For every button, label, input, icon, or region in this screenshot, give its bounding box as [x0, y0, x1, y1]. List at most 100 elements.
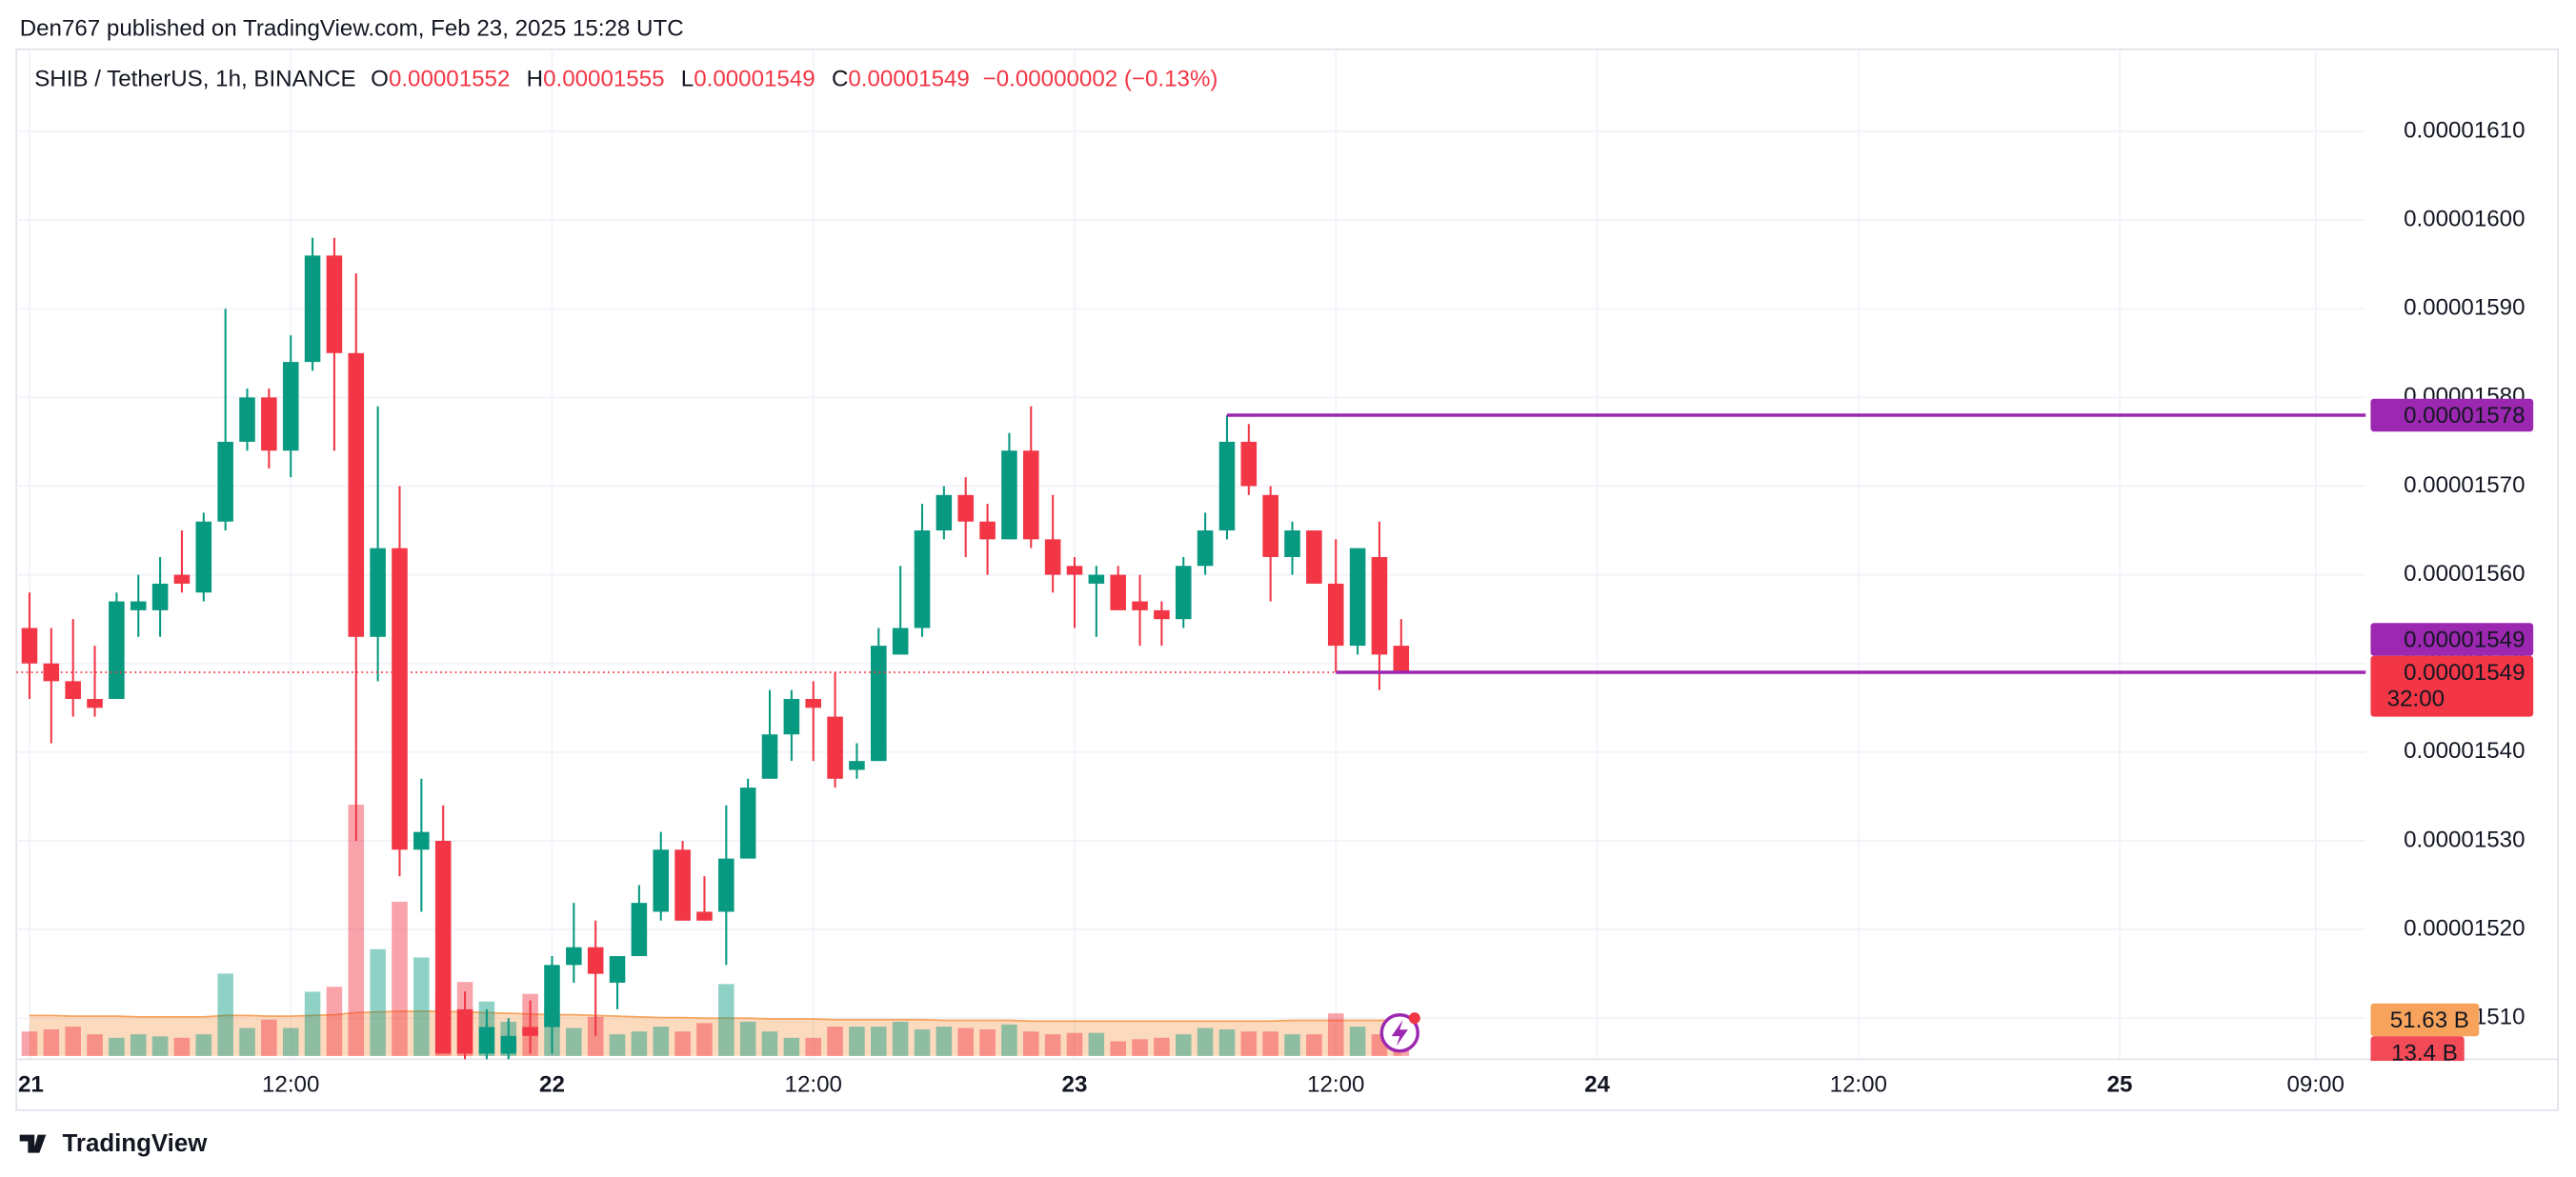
- volume-bar: [1197, 1027, 1214, 1056]
- candle-body: [304, 255, 321, 363]
- volume-bar: [1044, 1034, 1061, 1056]
- y-tick-label: 0.00001560: [2404, 561, 2525, 587]
- volume-bar: [587, 1016, 604, 1056]
- brand-logo: [19, 1134, 47, 1153]
- volume-bar: [609, 1034, 626, 1056]
- candle-body: [871, 646, 887, 762]
- candle-body: [609, 956, 626, 983]
- y-tick-label: 0.00001610: [2404, 117, 2525, 143]
- volume-bar: [1110, 1041, 1126, 1056]
- volume-bar: [1262, 1031, 1278, 1056]
- candle-body: [1327, 583, 1344, 647]
- volume-bar: [1306, 1034, 1322, 1056]
- volume-bar: [871, 1027, 887, 1056]
- x-tick-label: 25: [2107, 1071, 2133, 1097]
- candle-body: [109, 601, 125, 699]
- candle-body: [892, 628, 909, 655]
- candle-body: [805, 698, 822, 708]
- legend-key: H: [527, 67, 543, 92]
- x-tick-label: 12:00: [262, 1071, 319, 1097]
- volume-bar: [87, 1034, 103, 1056]
- volume-bar: [1022, 1031, 1039, 1056]
- brand-name: TradingView: [63, 1130, 209, 1157]
- volume-bar: [653, 1027, 670, 1056]
- volume-bar: [696, 1023, 713, 1056]
- candle-body: [130, 601, 147, 610]
- y-tick-label: 0.00001540: [2404, 738, 2525, 764]
- volume-bar: [1218, 1029, 1236, 1056]
- volume-bar: [282, 1027, 299, 1056]
- candle-body: [348, 352, 365, 637]
- candle-body: [478, 1027, 495, 1054]
- candle-body: [979, 521, 996, 540]
- candle-body: [1197, 530, 1214, 567]
- volume-bar: [65, 1027, 81, 1056]
- volume-bar: [739, 1021, 756, 1056]
- candle-body: [1110, 574, 1126, 610]
- volume-ma-line: [29, 1010, 1401, 1023]
- candle-body: [282, 362, 299, 451]
- candle-body: [392, 548, 408, 850]
- candle-body: [1218, 441, 1236, 531]
- candle-body: [1132, 601, 1148, 610]
- chart-frame: [15, 48, 2559, 1111]
- legend-change: −0.00000002 (−0.13%): [983, 67, 1218, 92]
- candle-body: [631, 903, 648, 957]
- volume-bar: [413, 957, 430, 1056]
- volume-bar: [827, 1027, 843, 1056]
- volume-bar: [761, 1031, 778, 1056]
- x-tick-label: 22: [539, 1071, 565, 1097]
- y-tick-label: 0.00001530: [2404, 827, 2525, 852]
- candle-body: [566, 947, 582, 966]
- volume-bar: [195, 1034, 212, 1056]
- candle-body: [718, 858, 735, 912]
- x-tick-label: 12:00: [1830, 1071, 1887, 1097]
- candle-body: [21, 628, 38, 664]
- volume-bar: [1001, 1024, 1017, 1056]
- x-tick-label: 09:00: [2287, 1071, 2345, 1097]
- volume-bar: [304, 991, 321, 1056]
- x-tick-label: 12:00: [785, 1071, 842, 1097]
- legend-key: L: [681, 67, 694, 92]
- candle-body: [1240, 441, 1258, 487]
- candle-body: [1066, 566, 1083, 575]
- candle-body: [1044, 539, 1061, 575]
- indicator-icon: [1379, 1012, 1420, 1053]
- volume-bar: [1175, 1034, 1192, 1056]
- volume-bar: [348, 805, 365, 1056]
- volume-bar: [1132, 1039, 1148, 1056]
- volume-bar: [674, 1031, 691, 1056]
- candle-body: [653, 849, 670, 912]
- candle-body: [696, 911, 713, 921]
- candle-body: [1175, 566, 1192, 620]
- countdown-label: 32:00: [2387, 687, 2445, 712]
- publish-info: Den767 published on TradingView.com, Feb…: [20, 15, 684, 41]
- candle-body: [914, 530, 931, 628]
- candle-body: [87, 698, 103, 708]
- legend-value: 0.00001555: [543, 67, 664, 92]
- volume-ma-box: [2370, 1003, 2480, 1037]
- volume-bar: [151, 1036, 169, 1056]
- last-price-box: [2370, 655, 2534, 717]
- volume-bar: [130, 1034, 147, 1056]
- candle-body: [500, 1035, 517, 1054]
- candle-body: [239, 397, 255, 442]
- volume-bar: [173, 1037, 191, 1056]
- x-tick-label: 12:00: [1307, 1071, 1364, 1097]
- volume-bar: [805, 1037, 822, 1056]
- candle-body: [173, 574, 191, 584]
- candle-body: [1393, 646, 1410, 673]
- candle-body: [326, 255, 343, 353]
- legend-value: 0.00001549: [848, 67, 969, 92]
- candle-body: [849, 761, 865, 770]
- last-price-label: 0.00001549: [2404, 660, 2525, 686]
- candle-body: [761, 734, 778, 779]
- candle-body: [1284, 530, 1300, 557]
- candle-body: [370, 548, 386, 637]
- candle-body: [1371, 556, 1388, 655]
- volume-bar: [566, 1027, 582, 1056]
- volume-bar: [392, 901, 408, 1056]
- candle-body: [522, 1027, 538, 1036]
